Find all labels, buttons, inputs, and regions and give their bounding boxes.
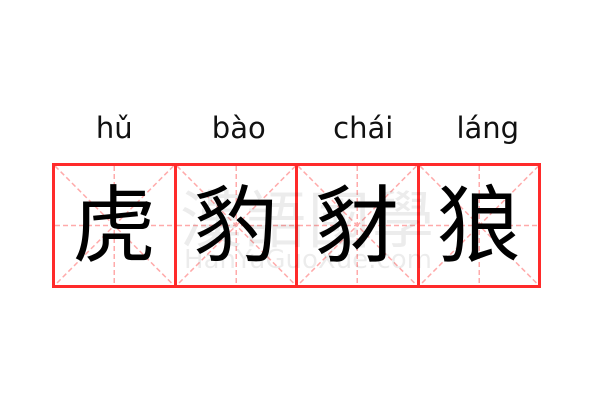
hanzi-2: 豹 bbox=[193, 176, 278, 275]
pinyin-1: hǔ bbox=[95, 111, 133, 145]
guide-lines bbox=[420, 166, 539, 285]
pinyin-3: chái bbox=[333, 111, 394, 145]
hanzi-3: 豺 bbox=[315, 176, 400, 275]
character-cell: 狼 bbox=[416, 163, 541, 288]
character-cell: 豺 bbox=[295, 163, 420, 288]
watermark-latin: HanYuGuoXue.com bbox=[184, 245, 432, 275]
pinyin-4: láng bbox=[456, 111, 520, 145]
pinyin-row: hǔ bào chái láng bbox=[52, 106, 550, 150]
character-cell: 豹 bbox=[173, 163, 298, 288]
guide-lines bbox=[177, 166, 296, 285]
watermark-chinese: 漢語國學 bbox=[179, 184, 436, 257]
pinyin-2: bào bbox=[211, 111, 266, 145]
guide-lines bbox=[298, 166, 417, 285]
hanzi-4: 狼 bbox=[436, 176, 521, 275]
character-cell: 虎 bbox=[52, 163, 177, 288]
character-grid: 虎 豹 豺 狼 bbox=[52, 163, 550, 288]
hanzi-1: 虎 bbox=[72, 176, 157, 275]
guide-lines bbox=[55, 166, 174, 285]
